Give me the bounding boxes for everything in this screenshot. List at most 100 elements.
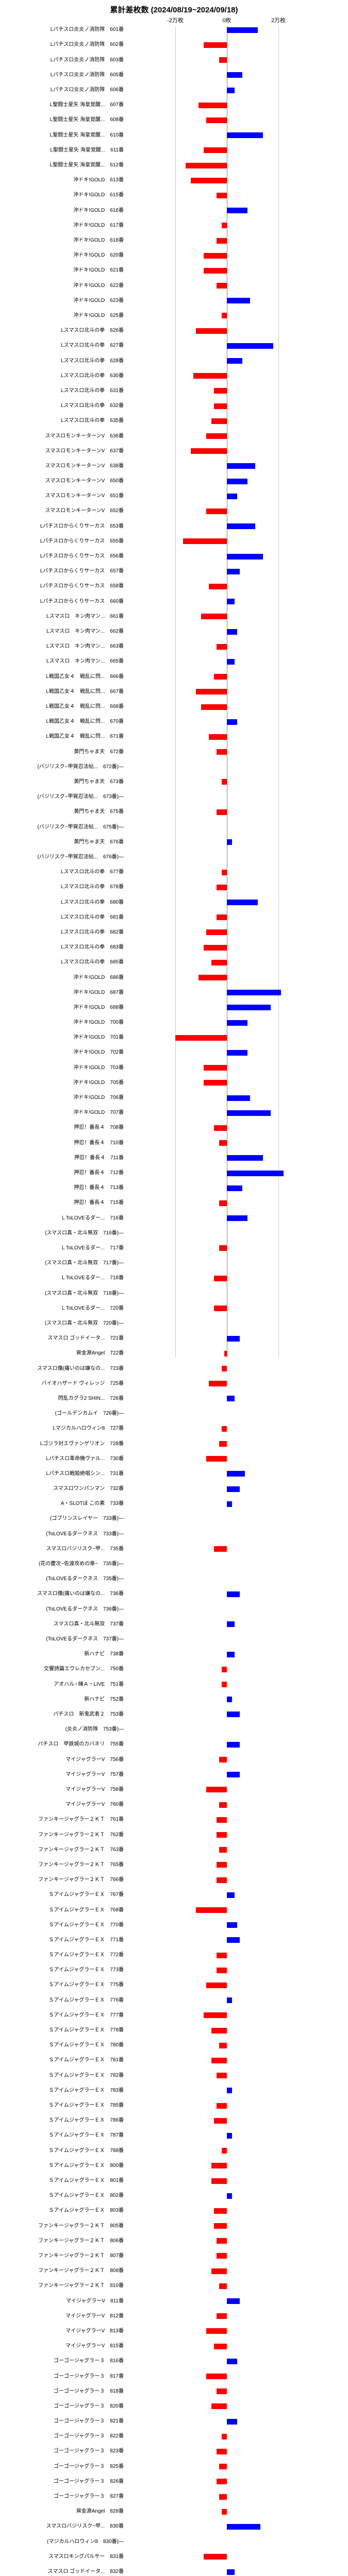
row-label: ＳアイムジャグラーＥＸ 778番: [5, 2028, 124, 2033]
row-label: L聖闘士星矢 海皇覚醒... 611番: [5, 148, 124, 153]
bar: [217, 749, 227, 755]
row-label: Lパチスロからくりサーカス 660番: [5, 599, 124, 604]
row-label: スマスロ傷(痛いのは嫌なの... 723番: [5, 1366, 124, 1371]
row-label: Lスマスロ キン肉マン... 661番: [5, 614, 124, 619]
chart-row: ファンキージャグラー２ＫＴ 763番: [0, 1846, 348, 1854]
row-label: 沖ドキ!GOLD 686番: [5, 975, 124, 980]
chart-row: L戦国乙女４ 戦乱に閃... 668番: [0, 703, 348, 711]
chart-row: (ToLOVEるダークネス 737番)―: [0, 1636, 348, 1643]
row-label: (スマスロ真・北斗無双 718番)―: [5, 1291, 124, 1296]
row-label: ファンキージャグラー２ＫＴ 765番: [5, 1862, 124, 1868]
chart-row: ＬToLOVEるダー... 720番: [0, 1304, 348, 1312]
bar: [217, 1968, 227, 1973]
chart-row: ファンキージャグラー２ＫＴ 761番: [0, 1816, 348, 1824]
chart-row: ファンキージャグラー２ＫＴ 765番: [0, 1861, 348, 1869]
chart-row: 沖ドキ!GOLD 623番: [0, 297, 348, 304]
bar: [227, 1215, 247, 1221]
chart-row: 沖ドキ!GOLD 625番: [0, 312, 348, 320]
bar: [227, 208, 247, 213]
chart-row: L戦国乙女４ 戦乱に閃... 667番: [0, 688, 348, 696]
bar: [227, 2524, 260, 2530]
chart-row: Lパチスロ炎炎ノ消防隊 602番: [0, 41, 348, 49]
chart-row: 沖ドキ!GOLD 701番: [0, 1034, 348, 1042]
chart-row: L聖闘士星矢 海皇覚醒... 608番: [0, 116, 348, 124]
chart-row: (ToLOVEるダークネス 733番)―: [0, 1530, 348, 1538]
bar: [204, 2554, 227, 2560]
bar: [227, 1471, 245, 1477]
row-label: ファンキージャグラー２ＫＴ 763番: [5, 1848, 124, 1853]
chart-row: ＳアイムジャグラーＥＸ 800番: [0, 2162, 348, 2170]
bar: [214, 1546, 227, 1552]
chart-row: Lスマスロ北斗の拳 635番: [0, 417, 348, 425]
chart-row: スマスロ傷(痛いのは嫌なの... 723番: [0, 1365, 348, 1372]
bar: [227, 839, 232, 845]
bar: [217, 885, 227, 890]
row-label: ＬToLOVEるダー... 720番: [5, 1306, 124, 1311]
bar: [227, 72, 242, 78]
row-label: スマスロモンキーターンV 638番: [5, 464, 124, 469]
row-label: スマスロ ゴッドイータ... 832番: [5, 2569, 124, 2574]
chart-row: ＳアイムジャグラーＥＸ 778番: [0, 2027, 348, 2035]
chart-row: Lパチスロ炎炎ノ消防隊 606番: [0, 87, 348, 94]
row-label: Lスマスロ北斗の拳 683番: [5, 945, 124, 950]
chart-row: (スマスロ真・北斗無双 718番)―: [0, 1290, 348, 1297]
chart-row: ゴーゴージャグラー３ 823番: [0, 2448, 348, 2455]
chart-row: ゴーゴージャグラー３ 826番: [0, 2478, 348, 2486]
bar: [227, 1922, 237, 1928]
row-label: マイジャグラーV 756番: [5, 1757, 124, 1762]
row-label: (バジリスク~甲賀忍法帖... 672番)―: [5, 765, 124, 770]
chart-row: (バジリスク~甲賀忍法帖... 673番)―: [0, 793, 348, 801]
row-label: Lスマスロ北斗の拳 678番: [5, 885, 124, 890]
bar: [217, 2479, 227, 2484]
chart-row: ＳアイムジャグラーＥＸ 770番: [0, 1921, 348, 1929]
bar: [227, 1336, 240, 1342]
bar: [227, 599, 235, 604]
chart-row: スマスロモンキーターンV 636番: [0, 432, 348, 440]
chart-row: ゴーゴージャグラー３ 816番: [0, 2358, 348, 2365]
chart-row: (花の慶次~佐渡攻めの章~ 735番)―: [0, 1561, 348, 1568]
bar: [227, 719, 237, 725]
bar: [217, 1862, 227, 1868]
row-label: ＳアイムジャグラーＥＸ 776番: [5, 1998, 124, 2003]
chart-row: 黄門ちゃま天 676番: [0, 838, 348, 846]
chart-row: L聖闘士星矢 海皇覚醒... 612番: [0, 162, 348, 170]
bar: [196, 1907, 227, 1913]
chart-row: スマスロモンキーターンV 638番: [0, 463, 348, 470]
bar: [227, 1697, 232, 1702]
row-label: ＳアイムジャグラーＥＸ 777番: [5, 2013, 124, 2018]
chart-row: L聖闘士星矢 海皇覚醒... 610番: [0, 131, 348, 139]
bar: [211, 2268, 227, 2274]
chart-row: ファンキージャグラー２ＫＴ 808番: [0, 2267, 348, 2275]
row-label: 沖ドキ!GOLD 617番: [5, 223, 124, 228]
bar: [222, 2509, 227, 2515]
chart-row: 沖ドキ!GOLD 703番: [0, 1064, 348, 1072]
row-label: (ToLOVEるダークネス 736番)―: [5, 1607, 124, 1612]
chart-row: Lパチスロからくりサーカス 653番: [0, 522, 348, 530]
row-label: Lパチスロ革命機ヴァル... 730番: [5, 1456, 124, 1462]
chart-row: ＳアイムジャグラーＥＸ 786番: [0, 2117, 348, 2125]
row-label: スマスロ傷(痛いのは嫌なの... 736番: [5, 1591, 124, 1597]
bar: [217, 1832, 227, 1838]
row-label: ファンキージャグラー２ＫＴ 807番: [5, 2253, 124, 2259]
row-label: Lパチスロからくりサーカス 653番: [5, 524, 124, 529]
bar: [227, 1110, 271, 1116]
bar: [217, 2103, 227, 2109]
row-label: ＳアイムジャグラーＥＸ 783番: [5, 2088, 124, 2093]
chart-row: 押忍！番長４ 713番: [0, 1184, 348, 1192]
row-label: Lパチスロからくりサーカス 657番: [5, 569, 124, 574]
chart-row: マイジャグラーV 811番: [0, 2297, 348, 2305]
row-label: スマスロバジリスク~甲... 830番: [5, 2524, 124, 2529]
bar: [214, 2208, 227, 2214]
bar: [206, 433, 227, 439]
bar: [227, 2088, 232, 2093]
chart-row: ＬToLOVEるダー... 718番: [0, 1275, 348, 1282]
row-label: スマスロモンキーターンV 652番: [5, 509, 124, 514]
chart-row: ファンキージャグラー２ＫＴ 810番: [0, 2282, 348, 2290]
bar: [227, 1185, 242, 1191]
chart-row: 押忍！番長４ 708番: [0, 1124, 348, 1132]
row-label: 新ハナビ 738番: [5, 1652, 124, 1657]
chart-row: (バジリスク~甲賀忍法帖... 676番)―: [0, 854, 348, 861]
chart-row: (バジリスク~甲賀忍法帖... 675番)―: [0, 823, 348, 831]
bar: [196, 689, 227, 694]
row-label: 閃乱カグラ2 SHIN... 726番: [5, 1396, 124, 1401]
